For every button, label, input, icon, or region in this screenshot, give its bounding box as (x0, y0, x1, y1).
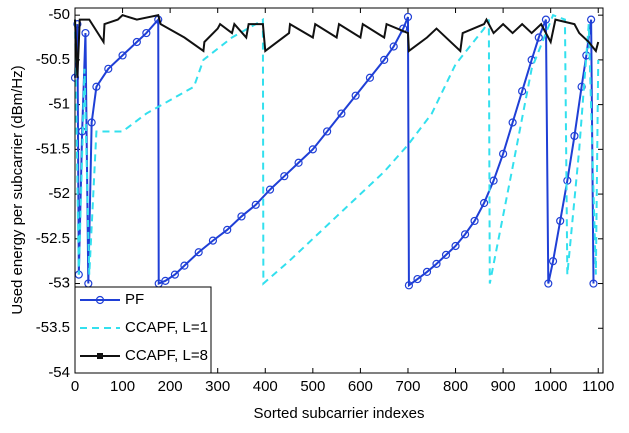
point-marker (104, 64, 113, 73)
y-tick-label: -52.5 (36, 230, 70, 247)
point-marker (541, 15, 551, 24)
point-marker (118, 51, 127, 60)
point-marker (237, 212, 246, 221)
point-marker (508, 118, 517, 127)
point-marker (223, 225, 232, 234)
point-marker (294, 158, 303, 167)
x-tick-label: 700 (395, 378, 420, 395)
x-tick-label: 400 (253, 378, 278, 395)
point-marker (556, 216, 565, 226)
x-tick-label: 300 (205, 378, 230, 395)
legend-label: CCAPF, L=1 (125, 319, 208, 336)
y-tick-label: -50 (48, 6, 70, 23)
point-marker (365, 73, 375, 82)
point-marker (161, 276, 170, 285)
point-marker (81, 28, 90, 38)
y-tick-label: -53 (48, 275, 70, 292)
y-tick-label: -54 (48, 364, 70, 381)
point-marker (92, 82, 101, 91)
point-marker (403, 12, 413, 22)
point-marker (470, 216, 479, 226)
x-tick-label: 500 (300, 378, 325, 395)
y-tick-label: -50.5 (36, 51, 70, 68)
point-marker (380, 55, 389, 64)
point-marker (479, 198, 489, 208)
y-tick-label: -53.5 (36, 319, 70, 336)
x-tick-label: 600 (348, 378, 373, 395)
point-marker (422, 267, 432, 277)
y-tick-label: -51 (48, 96, 70, 113)
x-tick-label: 1100 (582, 378, 614, 395)
point-marker (518, 87, 527, 96)
point-marker (587, 15, 596, 24)
point-marker (97, 353, 103, 359)
point-marker (432, 259, 441, 268)
x-axis-label: Sorted subcarrier indexes (254, 405, 425, 422)
x-tick-label: 100 (110, 378, 135, 395)
point-marker (389, 42, 398, 51)
x-tick-label: 0 (71, 378, 79, 395)
point-marker (534, 33, 543, 42)
y-axis-label: Used energy per subcarrier (dBm/Hz) (9, 65, 26, 314)
point-marker (180, 261, 189, 270)
legend-label: PF (125, 291, 144, 308)
x-tick-label: 200 (158, 378, 183, 395)
point-marker (132, 37, 141, 47)
y-tick-label: -51.5 (36, 140, 70, 157)
point-marker (544, 279, 553, 288)
point-marker (170, 270, 179, 279)
plot-frame (74, 7, 604, 374)
point-marker (142, 28, 151, 38)
point-marker (194, 248, 203, 257)
x-tick-label: 1000 (534, 378, 567, 395)
point-marker (95, 295, 105, 305)
legend-label: CCAPF, L=8 (125, 347, 208, 364)
point-marker (548, 257, 558, 266)
y-tick-label: -52 (48, 185, 70, 202)
point-marker (499, 149, 508, 158)
point-marker (87, 118, 96, 127)
point-marker (337, 109, 346, 118)
point-marker (308, 145, 317, 154)
point-marker (577, 82, 586, 91)
series-line (74, 13, 600, 78)
point-marker (73, 20, 82, 29)
series-line (74, 16, 595, 288)
x-tick-label: 900 (491, 378, 516, 395)
point-marker (208, 236, 218, 245)
point-marker (460, 230, 470, 239)
x-tick-label: 800 (443, 378, 468, 395)
point-marker (251, 200, 260, 209)
point-marker (323, 127, 332, 136)
point-marker (413, 274, 422, 284)
point-marker (351, 91, 360, 100)
point-marker (489, 176, 498, 185)
point-marker (451, 241, 460, 251)
point-marker (404, 281, 414, 290)
point-marker (265, 185, 275, 194)
point-marker (589, 279, 598, 288)
point-marker (280, 172, 289, 181)
point-marker (570, 131, 579, 141)
point-marker (441, 250, 451, 260)
